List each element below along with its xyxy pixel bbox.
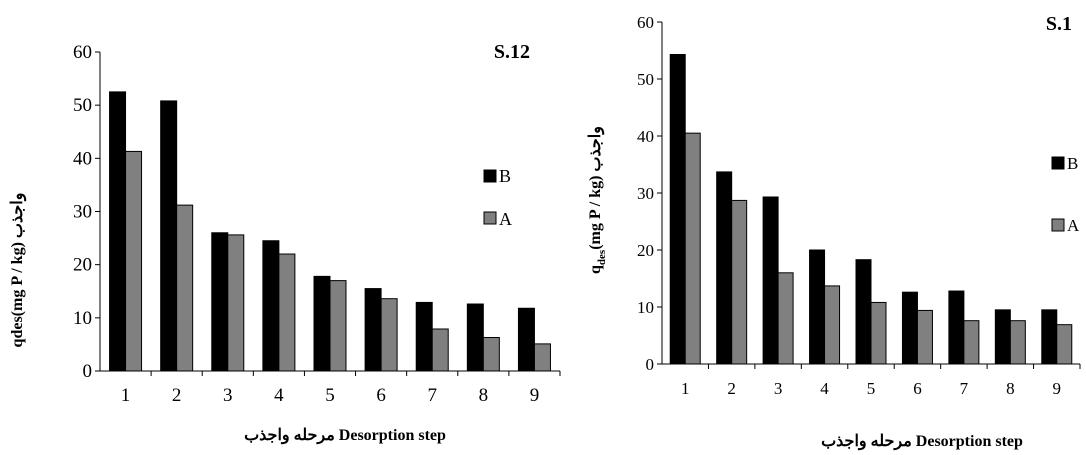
x-tick-label: 5 — [867, 379, 876, 398]
y-tick-label: 20 — [637, 241, 654, 260]
x-tick-label: 7 — [960, 379, 969, 398]
bar-series-b-7 — [948, 290, 965, 365]
bar-series-a-8 — [1009, 320, 1026, 365]
y-axis-title-sub: des — [596, 249, 608, 265]
bar-series-a-1 — [125, 150, 143, 372]
legend-label-b: B — [1067, 154, 1078, 173]
x-axis-title: مرحله واجذب Desorption step — [244, 427, 446, 445]
bar-series-b-7 — [415, 301, 433, 372]
bar-series-b-3 — [762, 196, 779, 365]
x-tick-label: 6 — [376, 385, 386, 406]
x-axis-title: مرحله واجذب Desorption step — [821, 433, 1023, 451]
x-tick-label: 4 — [274, 385, 284, 406]
y-tick-label: 0 — [83, 361, 93, 382]
x-tick-label: 3 — [223, 385, 233, 406]
bar-series-a-2 — [176, 204, 194, 372]
bar-series-b-4 — [262, 240, 280, 372]
x-tick-label: 8 — [1006, 379, 1015, 398]
x-tick-label: 1 — [121, 385, 131, 406]
x-axis: 1 2 3 4 5 6 7 8 9 — [662, 363, 1081, 398]
bar-series-a-3 — [227, 234, 245, 372]
legend-swatch-b — [1051, 156, 1065, 170]
y-tick-label: 0 — [646, 355, 655, 374]
bar-series-a-3 — [777, 272, 794, 365]
y-tick-label: 40 — [637, 127, 654, 146]
x-tick-label: 6 — [913, 379, 922, 398]
y-axis-title-rest: (mg P / kg) واجذب — [587, 126, 605, 250]
bar-series-a-4 — [824, 285, 841, 365]
bars — [109, 91, 551, 372]
y-tick-label: 30 — [637, 184, 654, 203]
legend-label-a: A — [499, 209, 512, 229]
legend: B A — [1051, 154, 1080, 235]
bar-series-a-5 — [870, 301, 887, 365]
bar-series-b-6 — [901, 291, 918, 365]
x-tick-label: 2 — [172, 385, 182, 406]
x-axis: 1 2 3 4 5 6 7 8 9 — [100, 370, 561, 406]
y-axis-title: qdes(mg P / kg) واجذب — [587, 126, 608, 274]
bar-series-a-4 — [278, 253, 296, 372]
bar-series-a-5 — [329, 280, 347, 372]
bar-series-b-9 — [517, 307, 535, 372]
chart-panel-s12: S.12 qdes(mg P / kg) واجذب مرحله واجذب D… — [9, 41, 561, 445]
x-tick-label: 9 — [530, 385, 540, 406]
legend: B A — [483, 166, 512, 229]
bar-series-b-5 — [855, 259, 872, 365]
y-axis-title-main: q — [587, 265, 604, 274]
bar-series-a-6 — [916, 309, 933, 365]
y-axis-title: qdes(mg P / kg) واجذب — [9, 193, 27, 348]
bars — [669, 53, 1073, 365]
bar-series-b-5 — [313, 275, 331, 372]
x-tick-label: 1 — [681, 379, 690, 398]
y-tick-label: 60 — [73, 42, 92, 63]
bar-series-b-2 — [716, 171, 733, 365]
y-tick-label: 50 — [637, 70, 654, 89]
bar-series-b-1 — [109, 91, 127, 372]
bar-series-a-7 — [431, 328, 449, 372]
legend-label-a: A — [1067, 216, 1080, 235]
legend-label-b: B — [499, 166, 511, 186]
x-tick-label: 3 — [774, 379, 783, 398]
x-tick-label: 7 — [427, 385, 437, 406]
bar-series-b-9 — [1041, 309, 1058, 365]
bar-series-b-8 — [466, 303, 484, 372]
bar-series-b-8 — [994, 309, 1011, 365]
bar-series-a-2 — [731, 199, 748, 365]
legend-swatch-a — [1051, 218, 1065, 232]
x-tick-label: 4 — [820, 379, 829, 398]
chart-panel-s1: S.1 qdes(mg P / kg) واجذب مرحله واجذب De… — [587, 13, 1081, 451]
y-tick-label: 30 — [73, 202, 92, 223]
x-tick-label: 5 — [325, 385, 335, 406]
legend-swatch-b — [483, 169, 497, 183]
y-tick-label: 10 — [73, 308, 92, 329]
bar-series-b-4 — [809, 249, 826, 365]
y-axis: 0 10 20 30 40 50 60 — [73, 42, 101, 382]
bar-series-a-9 — [1056, 324, 1073, 365]
y-axis: 0 10 20 30 40 50 60 — [637, 13, 663, 374]
y-tick-label: 50 — [73, 95, 92, 116]
bar-series-a-1 — [684, 132, 701, 365]
y-tick-label: 40 — [73, 148, 92, 169]
x-tick-label: 9 — [1053, 379, 1062, 398]
y-tick-label: 10 — [637, 298, 654, 317]
y-tick-label: 60 — [637, 13, 654, 32]
bar-series-a-9 — [533, 343, 551, 372]
y-tick-label: 20 — [73, 255, 92, 276]
x-tick-label: 8 — [479, 385, 489, 406]
bar-series-b-6 — [364, 288, 382, 372]
bar-series-a-8 — [482, 337, 500, 372]
bar-series-b-1 — [669, 53, 686, 365]
bar-series-a-6 — [380, 298, 398, 372]
panel-label: S.12 — [494, 41, 530, 63]
legend-swatch-a — [483, 211, 497, 225]
bar-series-a-7 — [963, 320, 980, 365]
x-tick-label: 2 — [727, 379, 736, 398]
bar-series-b-2 — [160, 100, 178, 372]
panel-label: S.1 — [1046, 13, 1072, 35]
bar-series-b-3 — [211, 232, 229, 372]
